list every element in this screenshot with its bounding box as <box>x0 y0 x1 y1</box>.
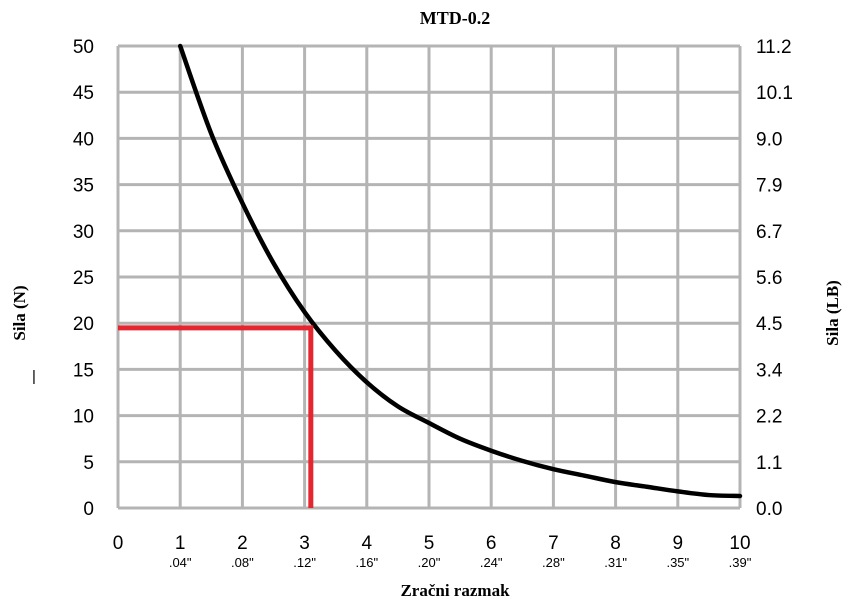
y-tick-label-right: 11.2 <box>756 37 792 58</box>
x-tick-label-inch: .35" <box>666 555 689 570</box>
y-tick-label-right: 10.1 <box>756 83 793 104</box>
grid <box>116 44 742 510</box>
x-tick-label: 1 <box>175 533 186 554</box>
x-tick-label-inch: .16" <box>355 555 378 570</box>
y-tick-label-right: 5.6 <box>756 268 782 289</box>
tick-labels: 0 1.04"2.08"3.12"4.16"5.20"6.24"7.28"8.31… <box>73 37 793 570</box>
x-tick-label-inch: .08" <box>231 555 254 570</box>
y-tick-label-left: 25 <box>73 268 94 289</box>
y-tick-label-right: 0.0 <box>756 499 782 520</box>
series-group <box>177 43 743 499</box>
x-tick-label: 5 <box>424 533 435 554</box>
y-tick-label-left: 45 <box>73 83 94 104</box>
y-tick-label-left: 15 <box>73 360 94 381</box>
x-tick-label: 4 <box>362 533 373 554</box>
x-tick-label: 9 <box>673 533 684 554</box>
y-tick-label-right: 9.0 <box>756 129 782 150</box>
y-tick-label-left: 0 <box>83 499 94 520</box>
x-tick-label: 7 <box>548 533 559 554</box>
y-tick-label-left: 30 <box>73 222 94 243</box>
x-tick-label-inch: .39" <box>729 555 752 570</box>
y-tick-label-left: 40 <box>73 129 94 150</box>
x-tick-label-inch: .20" <box>418 555 441 570</box>
y-axis-label-right: Sila (LB) <box>823 280 842 346</box>
x-tick-label-inch: .12" <box>293 555 316 570</box>
x-tick-label: 2 <box>237 533 248 554</box>
marker-group <box>118 325 314 508</box>
x-tick-label-inch: .31" <box>604 555 627 570</box>
stray-mark: | <box>32 368 36 385</box>
y-tick-label-left: 20 <box>73 314 94 335</box>
x-tick-label: 10 <box>729 533 750 554</box>
chart-title: MTD-0.2 <box>420 8 491 28</box>
y-tick-label-left: 5 <box>83 453 94 474</box>
series-line <box>177 43 743 499</box>
y-tick-label-right: 2.2 <box>756 407 782 428</box>
x-axis-label: Zračni razmak <box>400 581 510 600</box>
y-tick-label-right: 6.7 <box>756 222 782 243</box>
x-tick-label-inch: .24" <box>480 555 503 570</box>
y-tick-label-left: 10 <box>73 407 94 428</box>
x-tick-label: 6 <box>486 533 497 554</box>
x-tick-label-inch: .28" <box>542 555 565 570</box>
y-axis-label-left: Sila (N) <box>10 285 29 340</box>
x-tick-label: 8 <box>610 533 621 554</box>
y-tick-label-left: 35 <box>73 176 94 197</box>
y-tick-label-right: 3.4 <box>756 360 783 381</box>
x-tick-label: 0 <box>113 533 124 554</box>
y-tick-label-left: 50 <box>73 37 94 58</box>
y-tick-label-right: 7.9 <box>756 176 782 197</box>
x-tick-label: 3 <box>299 533 310 554</box>
x-tick-label-inch: .04" <box>169 555 192 570</box>
y-tick-label-right: 1.1 <box>756 453 782 474</box>
y-tick-label-right: 4.5 <box>756 314 782 335</box>
